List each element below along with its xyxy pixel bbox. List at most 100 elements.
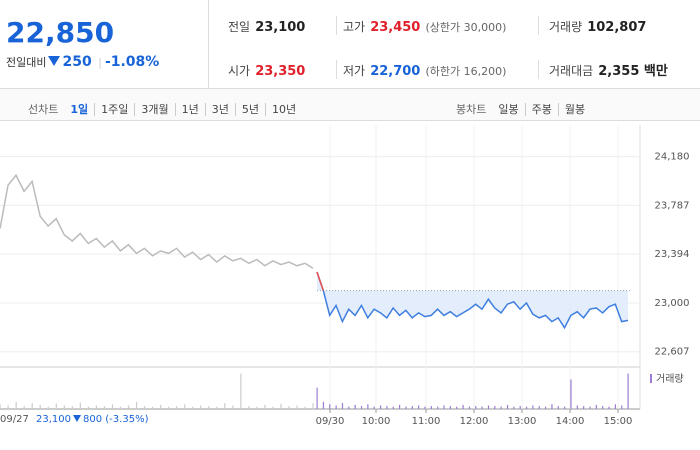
tab[interactable]: 월봉 — [557, 103, 592, 116]
volume-bar — [168, 406, 170, 409]
volume-bar — [589, 406, 591, 409]
volume-bar — [39, 404, 41, 409]
volume-bar — [411, 406, 413, 409]
x-tick-label: 12:00 — [460, 416, 489, 427]
prev-date: 09/27 — [0, 414, 29, 425]
info-value: 23,350 — [255, 64, 306, 79]
down-icon — [48, 56, 61, 66]
price-line — [316, 271, 629, 330]
tab[interactable]: 3년 — [204, 103, 235, 116]
volume-bar — [513, 406, 515, 409]
tab-group-label: 선차트 — [28, 103, 59, 116]
volume-bar — [456, 406, 458, 409]
volume-bar — [288, 406, 290, 409]
tab[interactable]: 5년 — [234, 103, 266, 116]
volume-bar — [418, 405, 420, 409]
volume-bar — [329, 404, 331, 409]
volume-bar — [143, 406, 146, 409]
volume-bar — [399, 404, 401, 409]
volume-bar — [583, 406, 585, 409]
info-label: 거래대금 — [549, 64, 594, 78]
volume-bar — [7, 405, 9, 409]
volume-bar — [111, 404, 114, 409]
change: 250 — [62, 54, 92, 70]
volume-bar — [614, 404, 617, 409]
volume-bar — [500, 406, 502, 409]
volume-bar — [151, 406, 154, 409]
volume-bar — [354, 404, 356, 409]
tab[interactable]: 1년 — [174, 103, 205, 116]
volume-bar — [312, 403, 314, 409]
volume-bar — [272, 406, 274, 409]
volume-bar — [232, 405, 234, 409]
volume-bar — [449, 406, 451, 409]
info-label: 시가 — [228, 64, 251, 78]
volume-bar — [127, 405, 130, 409]
volume-bar — [525, 406, 528, 409]
volume-bar — [240, 373, 242, 409]
tab[interactable]: 1일 — [70, 103, 89, 116]
tab[interactable]: 3개월 — [134, 103, 175, 116]
volume-bar — [595, 404, 597, 409]
volume-bar — [443, 405, 445, 409]
prev-close: 09/27 23,100 800 (-3.35%) — [0, 414, 148, 425]
volume-bar — [532, 405, 534, 409]
volume-bar — [280, 403, 282, 409]
volume-bar — [95, 405, 98, 409]
volume-bar — [367, 404, 369, 409]
rate: -1.08% — [104, 54, 160, 70]
price-panel: 22,850 전일대비 250 | -1.08% — [0, 0, 209, 88]
x-tick-label: 14:00 — [556, 416, 585, 427]
volume-bar — [15, 401, 17, 409]
volume-bar — [0, 404, 1, 409]
volume-bar — [224, 403, 226, 409]
volume-bar — [392, 406, 394, 409]
price-line — [0, 173, 314, 269]
volume-bar — [23, 406, 25, 409]
prev-change: 800 — [83, 414, 103, 425]
volume-bar — [481, 406, 483, 409]
change-label: 전일대비 — [6, 56, 47, 69]
y-tick-label: 23,787 — [655, 200, 690, 211]
volume-bar — [176, 406, 178, 409]
legend-swatch — [650, 374, 652, 383]
tab[interactable]: 1주일 — [94, 103, 135, 116]
volume-bar — [160, 404, 162, 409]
volume-bar — [216, 406, 218, 409]
tab[interactable]: 일봉 — [498, 103, 519, 116]
y-tick-label: 23,000 — [655, 298, 690, 309]
volume-bar — [462, 404, 464, 409]
volume-bar — [551, 404, 553, 409]
tab-group-label: 봉차트 — [456, 103, 487, 116]
info-label: 저가 — [343, 64, 366, 78]
volume-bar — [360, 406, 363, 409]
info-value: 102,807 — [587, 20, 647, 35]
volume-bar — [487, 405, 490, 409]
volume-bar — [424, 406, 426, 409]
volume-bar — [79, 402, 81, 409]
x-tick-label: 10:00 — [362, 416, 391, 427]
volume-bar — [55, 403, 57, 409]
volume-bar — [386, 406, 388, 409]
volume-bar — [119, 406, 122, 409]
volume-bar — [87, 406, 89, 409]
volume-bar — [103, 406, 106, 409]
tab-bar: 선차트 1일 1주일 3개월 1년 3년 5년 10년 봉차트 일봉 주봉 월봉 — [0, 88, 700, 121]
volume-bar — [494, 406, 496, 409]
y-tick-label: 22,607 — [655, 347, 690, 358]
info-grid: 전일 23,100 고가 23,450 (상한가 30,000) 거래량 102… — [208, 0, 700, 88]
volume-bar — [63, 405, 65, 409]
volume-bar — [322, 401, 325, 409]
volume-bar — [379, 405, 382, 409]
volume-bar — [564, 406, 566, 409]
x-tick-label: 13:00 — [508, 416, 537, 427]
volume-bar — [602, 406, 604, 409]
above-segment — [316, 271, 325, 291]
tab[interactable]: 주봉 — [524, 103, 558, 116]
info-value: 22,700 — [370, 64, 421, 79]
volume-bar — [576, 405, 578, 409]
tab[interactable]: 10년 — [265, 103, 303, 116]
x-tick-label: 15:00 — [604, 416, 633, 427]
volume-bar — [316, 387, 318, 409]
